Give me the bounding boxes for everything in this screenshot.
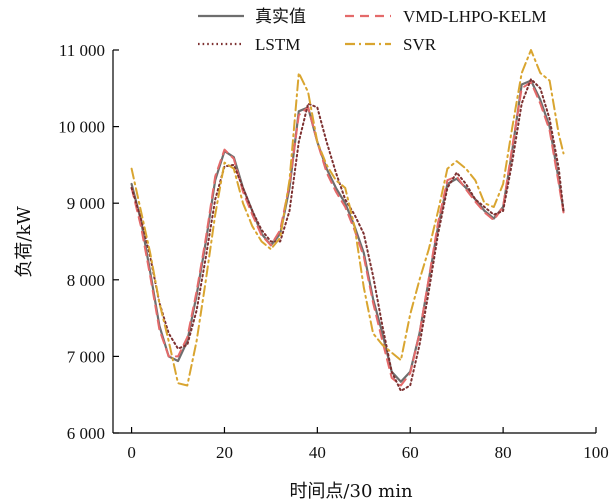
series-layer	[130, 49, 565, 392]
y-tick-label: 6 000	[67, 424, 105, 443]
legend-label-1: VMD-LHPO-KELM	[403, 7, 547, 26]
x-tick-label: 80	[495, 443, 512, 462]
y-tick-label: 10 000	[58, 118, 105, 137]
legend-label-2: LSTM	[255, 35, 300, 54]
y-tick-label: 11 000	[59, 41, 105, 60]
legend-label-0: 真实值	[255, 7, 306, 27]
series-line-0	[130, 79, 565, 383]
axes	[112, 50, 596, 434]
y-tick-label: 8 000	[67, 271, 105, 290]
x-tick-label: 60	[402, 443, 419, 462]
series-line-3	[130, 49, 565, 387]
y-axis-title: 负荷/kW	[14, 206, 35, 278]
legend-label-3: SVR	[403, 35, 437, 54]
x-tick-label: 20	[216, 443, 233, 462]
x-axis-title: 时间点/30 min	[289, 481, 413, 502]
legend: 真实值 VMD-LHPO-KELM LSTM SVR	[198, 7, 547, 54]
series-line-1	[130, 81, 565, 387]
y-tick-label: 7 000	[67, 347, 105, 366]
ticks: 6 000 7 000 8 000 9 000 10 000 11 000 0 20 40 60 8…	[58, 41, 609, 462]
x-tick-label: 100	[583, 443, 609, 462]
y-tick-label: 9 000	[67, 194, 105, 213]
x-tick-label: 0	[127, 443, 136, 462]
series-line-2	[130, 78, 565, 392]
x-tick-label: 40	[309, 443, 326, 462]
